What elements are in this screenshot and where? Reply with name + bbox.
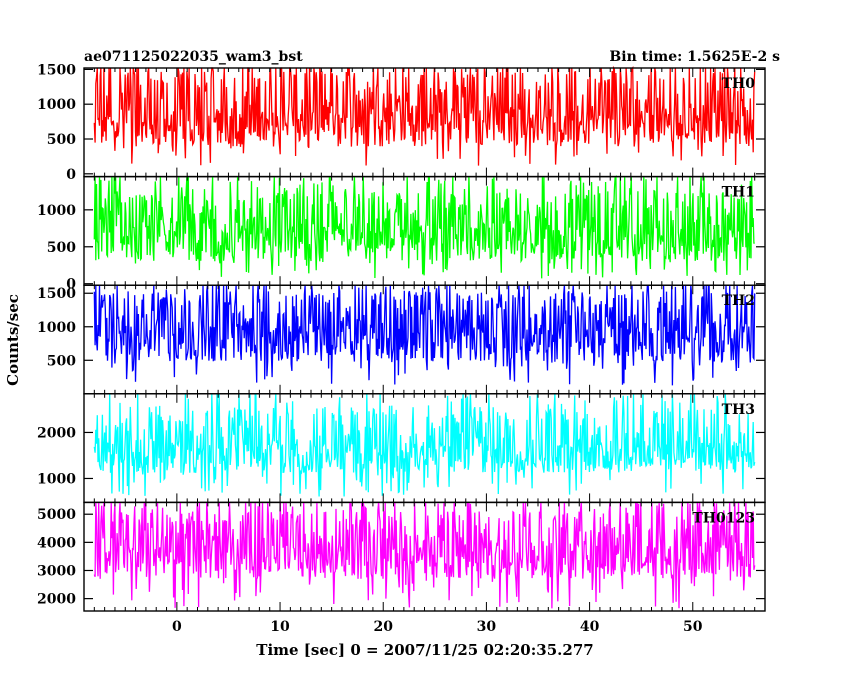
series-th3-trace [93,393,756,497]
x-tick-label: 20 [373,619,393,635]
panel-label-th1: TH1 [722,185,755,201]
panel-th0123: 2000 3000 4000 5000 TH0123 [37,501,766,612]
series-th2-trace [93,284,756,386]
plot-title: ae071125022035_wam3_bst [84,49,303,65]
panel-label-th2: TH2 [722,293,755,309]
panel-th3: 1000 2000 TH3 [37,393,766,504]
y-tick-label: 1000 [37,203,76,219]
panel-th2: 500 1000 1500 TH2 [37,284,766,395]
x-tick-label: 30 [477,619,497,635]
y-tick-label: 4000 [37,535,76,551]
panel-th1: 0 500 1000 TH1 [37,175,766,293]
panel-label-th3: TH3 [722,402,755,418]
y-tick-label: 500 [47,240,76,256]
y-tick-label: 500 [47,353,76,369]
y-tick-label: 1000 [37,97,76,113]
x-axis-label: Time [sec] 0 = 2007/11/25 02:20:35.277 [256,641,593,659]
panel-label-th0: TH0 [722,76,756,92]
y-tick-label: 500 [47,132,76,148]
x-tick-label: 50 [683,619,703,635]
y-axis-label: Counts/sec [4,294,22,386]
x-tick-label: 0 [172,619,182,635]
y-tick-label: 1000 [37,471,76,487]
series-th0-trace [93,65,756,166]
x-tick-label: 40 [580,619,600,635]
y-tick-label: 1500 [37,62,76,78]
y-tick-label: 1000 [37,320,76,336]
bin-time-label: Bin time: 1.5625E-2 s [609,49,780,65]
panel-th0: 0 500 1000 1500 TH0 [37,62,766,183]
y-tick-label: 2000 [37,425,76,441]
y-tick-label: 3000 [37,563,76,579]
y-tick-label: 0 [66,167,76,183]
panel-label-th0123: TH0123 [692,510,755,526]
series-th1-trace [93,175,755,279]
y-tick-label: 0 [66,277,76,293]
y-tick-label: 5000 [37,507,76,523]
y-tick-label: 1500 [37,286,76,302]
y-tick-label: 2000 [37,592,76,608]
series-th0123-trace [93,501,756,609]
x-tick-label: 10 [270,619,290,635]
